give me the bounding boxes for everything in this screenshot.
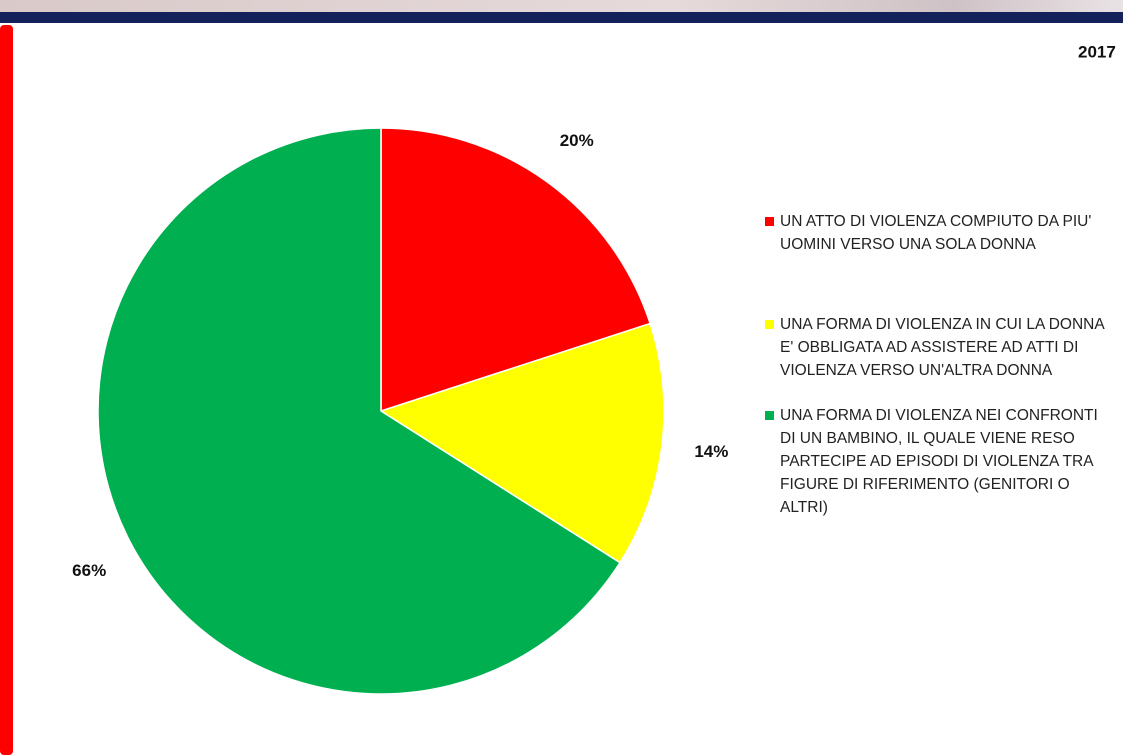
legend-swatch bbox=[765, 411, 774, 420]
header-band bbox=[0, 0, 1123, 12]
legend: UN ATTO DI VIOLENZA COMPIUTO DA PIU' UOM… bbox=[765, 210, 1123, 650]
chart-title: 2017 bbox=[1078, 42, 1116, 61]
header-bar bbox=[0, 12, 1123, 23]
legend-swatch bbox=[765, 217, 774, 226]
legend-item: UN ATTO DI VIOLENZA COMPIUTO DA PIU' UOM… bbox=[765, 210, 1108, 256]
pie-slice bbox=[380, 127, 652, 413]
side-bar bbox=[0, 25, 13, 755]
pie-slice bbox=[97, 127, 621, 695]
legend-label: UNA FORMA DI VIOLENZA NEI CONFRONTI DI U… bbox=[780, 407, 1098, 516]
legend-item: UNA FORMA DI VIOLENZA IN CUI LA DONNA E'… bbox=[765, 313, 1108, 382]
pie-slice bbox=[379, 322, 665, 564]
legend-label: UN ATTO DI VIOLENZA COMPIUTO DA PIU' UOM… bbox=[780, 213, 1092, 253]
legend-item: UNA FORMA DI VIOLENZA NEI CONFRONTI DI U… bbox=[765, 404, 1108, 519]
data-label: 20% bbox=[560, 131, 594, 150]
data-label: 14% bbox=[694, 442, 728, 461]
legend-label: UNA FORMA DI VIOLENZA IN CUI LA DONNA E'… bbox=[780, 316, 1104, 379]
data-label: 66% bbox=[72, 561, 106, 580]
legend-swatch bbox=[765, 320, 774, 329]
